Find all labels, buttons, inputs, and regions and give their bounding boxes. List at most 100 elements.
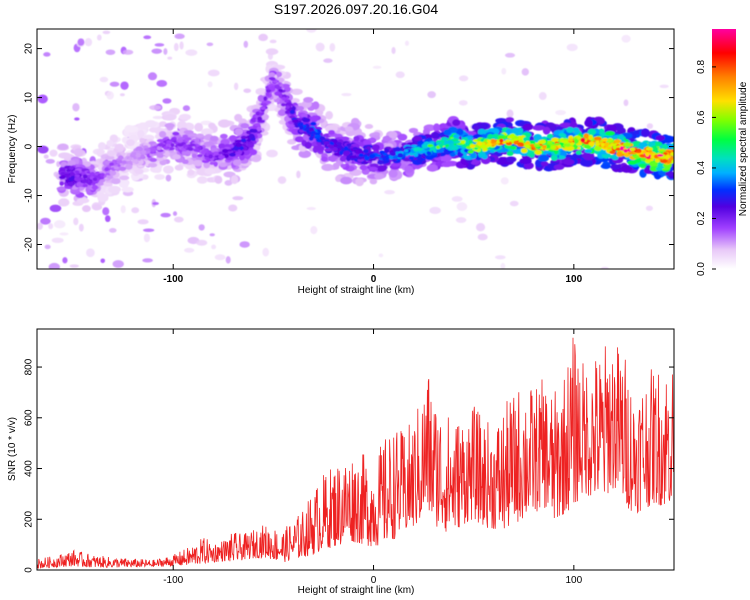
spectrogram-ridge-blob — [177, 143, 184, 147]
spectrogram-ridge-blob — [297, 122, 302, 127]
spectrogram-noise-blob — [167, 56, 173, 60]
spectrogram-ridge-blob — [369, 178, 378, 185]
spectrogram-ridge-blob — [193, 159, 203, 167]
spectrogram-ridge-blob — [230, 175, 239, 185]
spectrogram-noise-blob — [43, 52, 51, 57]
spectrogram-noise-blob — [262, 247, 270, 257]
spectrogram-ridge-blob — [388, 169, 398, 178]
spectrogram-noise-blob — [538, 92, 547, 101]
spectrogram-ridge-blob — [404, 165, 414, 173]
colorbar-tick-label: 0.2 — [696, 211, 707, 225]
spectrogram-ridge-blob — [196, 133, 205, 138]
spectrogram-ridge-blob — [149, 157, 158, 163]
snr-frame — [36, 328, 675, 571]
spectrogram-y-ticks: -20 -10 0 10 20 — [24, 43, 674, 252]
snr-y-tick-label: 200 — [24, 510, 35, 527]
spectrogram-ridge-blob — [612, 145, 617, 150]
spectrogram-ridge-blob — [371, 144, 380, 151]
spectrogram-ridge-blob — [208, 154, 213, 159]
snr-x-tick-label: 100 — [565, 575, 582, 586]
spectrogram-ridge-blob — [352, 146, 359, 151]
colorbar-label: Normalized spectral amplitude — [738, 81, 749, 216]
spectrogram-ridge-blob — [164, 122, 175, 129]
spectrogram-noise-blob — [243, 40, 249, 48]
spectrogram-ridge-blob — [489, 138, 497, 144]
spectrogram-ridge-blob — [640, 128, 650, 138]
spectrogram-ridge-blob — [164, 113, 177, 121]
spectrogram-ridge-blob — [179, 113, 191, 121]
spectrogram-ridge-blob — [595, 140, 600, 144]
spectrogram-ridge-blob — [511, 127, 521, 134]
spectrogram-ridge-blob — [510, 145, 517, 150]
spectrogram-noise-blob — [243, 88, 252, 93]
spectrogram-noise-blob — [122, 49, 134, 55]
spectrogram-ridge-blob — [460, 140, 466, 144]
spectrogram-ridge-blob — [616, 151, 623, 157]
spectrogram-ridge-blob — [324, 139, 330, 142]
spectrogram-ridge-blob — [505, 156, 517, 163]
spectrogram-ridge-blob — [369, 153, 376, 159]
spectrogram-x-tick-label: 100 — [565, 274, 582, 285]
spectrogram-ridge-blob — [665, 171, 674, 177]
spectrogram-ridge-blob — [566, 127, 575, 134]
spectrogram-noise-blob — [623, 99, 629, 107]
spectrogram-ridge-blob — [364, 155, 370, 161]
spectrogram-noise-blob — [506, 109, 514, 118]
spectrogram-noise-blob — [147, 72, 158, 81]
spectrogram-ridge-blob — [268, 76, 276, 81]
spectrogram-ridge-blob — [58, 152, 71, 159]
spectrogram-noise-blob — [37, 145, 49, 154]
spectrogram-ridge-blob — [532, 125, 546, 131]
spectrogram-ridge-blob — [325, 124, 338, 133]
colorbar-ticks: 0.0 0.2 0.4 0.6 0.8 — [696, 60, 716, 276]
spectrogram-ridge-blob — [638, 142, 648, 148]
spectrogram-ridge-blob — [98, 142, 106, 150]
spectrogram-noise-blob — [395, 71, 405, 79]
spectrogram-ridge-blob — [478, 151, 486, 158]
spectrogram-ridge-blob — [113, 166, 120, 170]
snr-y-ticks: 0 200 400 600 800 — [24, 358, 674, 573]
spectrogram-ridge-blob — [443, 129, 452, 136]
spectrogram-ridge-blob — [89, 171, 96, 177]
spectrogram-ridge-blob — [587, 128, 596, 136]
spectrogram-ridge-blob — [615, 147, 622, 151]
spectrogram-ridge-blob — [111, 177, 121, 185]
spectrogram-ridge-blob — [107, 164, 112, 169]
spectrogram-ridge-blob — [431, 131, 439, 139]
spectrogram-ridge-blob — [172, 154, 181, 160]
spectrogram-ridge-blob — [506, 150, 514, 156]
spectrogram-ridge-blob — [538, 139, 546, 145]
spectrogram-ridge-blob — [609, 150, 616, 155]
spectrogram-ridge-blob — [131, 158, 139, 164]
spectrogram-ridge-blob — [627, 160, 637, 165]
spectrogram-ridge-blob — [268, 72, 276, 78]
spectrogram-noise-blob — [378, 253, 384, 258]
spectrogram-ridge-blob — [218, 143, 226, 150]
spectrogram-ridge-blob — [392, 147, 400, 153]
spectrogram-ridge-blob — [553, 164, 565, 170]
spectrogram-ridge-blob — [107, 185, 121, 194]
snr-y-tick-label: 800 — [24, 358, 35, 375]
spectrogram-ridge-blob — [125, 164, 133, 170]
spectrogram-ridge-blob — [157, 142, 164, 147]
spectrogram-ridge-blob — [546, 133, 554, 139]
spectrogram-noise-blob — [104, 215, 111, 223]
spectrogram-y-tick-label: -10 — [24, 188, 35, 203]
spectrogram-noise-blob — [184, 247, 195, 253]
spectrogram-ridge-blob — [109, 170, 117, 176]
spectrogram-ridge-blob — [382, 152, 388, 156]
spectrogram-ridge-blob — [584, 119, 593, 128]
spectrogram-ridge-blob — [256, 126, 262, 132]
spectrogram-y-tick-label: 20 — [24, 43, 35, 55]
spectrogram-ridge-blob — [91, 203, 103, 211]
spectrogram-ridge-blob — [574, 139, 579, 144]
spectrogram-ridge-blob — [312, 101, 320, 110]
spectrogram-ridge-blob — [196, 176, 208, 184]
spectrogram-ridge-blob — [203, 141, 214, 146]
spectrogram-ridge-blob — [303, 97, 314, 103]
spectrogram-noise-blob — [163, 48, 168, 55]
spectrogram-ridge-blob — [298, 150, 312, 158]
spectrogram-ridge-blob — [218, 119, 231, 128]
spectrogram-ridge-blob — [358, 153, 364, 157]
spectrogram-ridge-blob — [304, 127, 311, 131]
